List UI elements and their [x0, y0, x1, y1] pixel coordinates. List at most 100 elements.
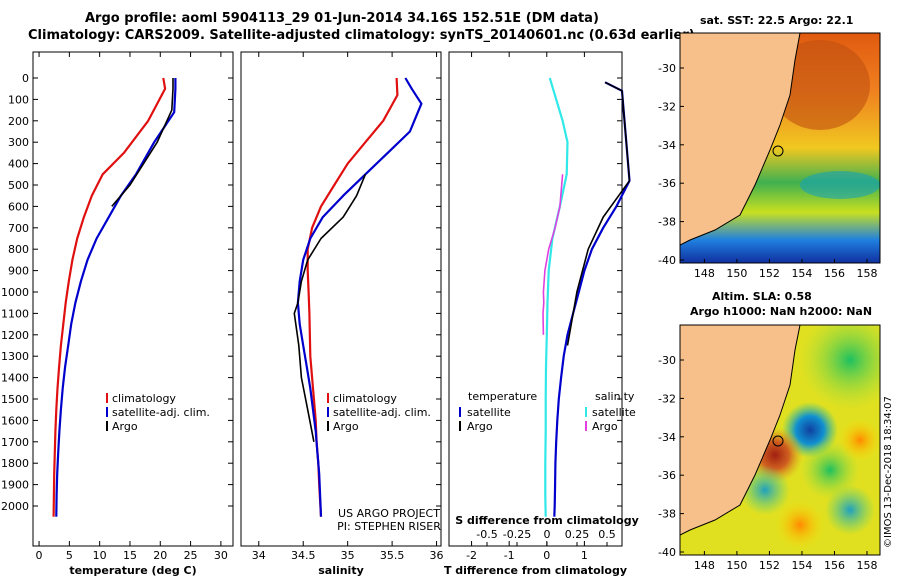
difference-xtick-label: -1: [504, 549, 515, 562]
sst-map-ytick-label: -36: [658, 177, 676, 190]
title-line1: Argo profile: aoml 5904113_29 01-Jun-201…: [85, 11, 599, 26]
difference-frame: [448, 51, 623, 547]
sst-argo-location: [772, 145, 784, 157]
sla-title1: Altim. SLA: 0.58: [712, 290, 812, 303]
salinity-legend-label: climatology: [333, 392, 397, 405]
difference-xlabel: T difference from climatology: [444, 564, 627, 577]
temperature-ytick-label: 1800: [1, 457, 29, 470]
sst-map-ytick-label: -34: [658, 139, 676, 152]
difference-legend-left-label: Argo: [467, 420, 493, 433]
sst-map-ytick-label: -30: [658, 62, 676, 75]
temperature-ytick-label: 500: [8, 179, 29, 192]
temperature-ytick-label: 700: [8, 222, 29, 235]
difference-stick-label: -0.25: [503, 528, 531, 541]
temperature-ytick-label: 800: [8, 243, 29, 256]
sla-map-xtick-label: 156: [824, 559, 845, 572]
temperature-ytick-label: 1200: [1, 329, 29, 342]
temperature-xlabel: temperature (deg C): [69, 564, 196, 577]
temperature-series-satellite: [55, 78, 177, 517]
salinity-xtick-label: 34.5: [291, 549, 316, 562]
temperature-ytick-label: 300: [8, 136, 29, 149]
sst-map-ytick-label: -32: [658, 100, 676, 113]
temperature-xtick-label: 10: [93, 549, 107, 562]
temperature-series-argo: [111, 78, 174, 207]
salinity-xtick-label: 35.5: [380, 549, 405, 562]
temperature-ytick-label: 1900: [1, 479, 29, 492]
sla-frame: [679, 324, 881, 556]
temperature-ytick-label: 1000: [1, 286, 29, 299]
sla-map-ytick-label: -30: [658, 354, 676, 367]
sla-map-xtick-label: 154: [791, 559, 812, 572]
difference-xtick-label: 0: [543, 549, 550, 562]
sst-map-xtick-label: 156: [824, 267, 845, 280]
temperature-ytick-label: 200: [8, 115, 29, 128]
difference-legend-right-title: salinity: [595, 390, 635, 403]
difference-legend-left-label: satellite: [467, 406, 511, 419]
sst-map-xtick-label: 158: [856, 267, 877, 280]
temperature-ytick-label: 1100: [1, 307, 29, 320]
temperature-xtick-label: 15: [123, 549, 137, 562]
salinity-xtick-label: 34: [252, 549, 266, 562]
sst-frame: [679, 32, 881, 264]
difference-legend-right-label: satellite: [592, 406, 636, 419]
sst-map-ytick-label: -38: [658, 216, 676, 229]
sla-map-ytick-label: -40: [658, 546, 676, 559]
sla-argo-location: [772, 435, 784, 447]
sst-land: [680, 33, 800, 245]
temperature-ytick-label: 1400: [1, 372, 29, 385]
sla-coastline: [680, 325, 801, 536]
temperature-xtick-label: 25: [184, 549, 198, 562]
salinity-note1: US ARGO PROJECT: [338, 507, 440, 520]
sst-map-xtick-label: 148: [694, 267, 715, 280]
temperature-frame: [32, 51, 234, 547]
sla-map-xtick-label: 150: [726, 559, 747, 572]
salinity-xtick-label: 36: [430, 549, 444, 562]
difference-series-s-argo: [542, 174, 564, 335]
difference-legend-right-label: Argo: [592, 420, 618, 433]
salinity-series-argo: [293, 173, 367, 442]
sst-coastline: [680, 33, 801, 246]
sst-map-xtick-label: 154: [791, 267, 812, 280]
salinity-legend-label: satellite-adj. clim.: [333, 406, 431, 419]
difference-stick-label: 0: [544, 528, 551, 541]
sla-map-ytick-label: -32: [658, 392, 676, 405]
salinity-note2: PI: STEPHEN RISER: [337, 520, 441, 533]
sst-map-xtick-label: 150: [726, 267, 747, 280]
temperature-ytick-label: 600: [8, 200, 29, 213]
difference-series-s-satellite: [544, 77, 569, 517]
difference-legend-left-title: temperature: [468, 390, 537, 403]
sla-map-ytick-label: -38: [658, 508, 676, 521]
temperature-xtick-label: 20: [153, 549, 167, 562]
salinity-legend-label: Argo: [333, 420, 359, 433]
salinity-series-satellite: [296, 77, 423, 517]
temperature-series-climatology: [52, 77, 167, 517]
difference-xtick-label: -2: [466, 549, 477, 562]
sla-blob-7: [775, 500, 825, 550]
title-line2: Climatology: CARS2009. Satellite-adjuste…: [28, 28, 695, 43]
sla-blob-1: [800, 325, 880, 410]
temperature-ytick-label: 400: [8, 158, 29, 171]
temperature-legend-label: Argo: [112, 420, 138, 433]
sst-title: sat. SST: 22.5 Argo: 22.1: [700, 14, 854, 27]
temperature-legend-label: satellite-adj. clim.: [112, 406, 210, 419]
difference-stick-label: 0.25: [565, 528, 590, 541]
sla-map-xtick-label: 152: [759, 559, 780, 572]
temperature-ytick-label: 100: [8, 93, 29, 106]
sla-title2: Argo h1000: NaN h2000: NaN: [690, 305, 873, 318]
temperature-ytick-label: 1600: [1, 414, 29, 427]
temperature-ytick-label: 900: [8, 265, 29, 278]
difference-series-t-satellite: [553, 81, 631, 517]
temperature-ytick-label: 1500: [1, 393, 29, 406]
temperature-ytick-label: 2000: [1, 500, 29, 513]
temperature-legend-label: climatology: [112, 392, 176, 405]
temperature-ytick-label: 0: [22, 72, 29, 85]
sst-map-xtick-label: 152: [759, 267, 780, 280]
difference-xtick-label: 1: [581, 549, 588, 562]
temperature-xtick-label: 30: [214, 549, 228, 562]
sst-eddy: [800, 171, 880, 199]
sst-map: [680, 33, 880, 263]
sla-map-ytick-label: -34: [658, 431, 676, 444]
sla-blob-8: [838, 418, 880, 462]
sst-map-ytick-label: -40: [658, 254, 676, 267]
temperature-xtick-label: 0: [36, 549, 43, 562]
